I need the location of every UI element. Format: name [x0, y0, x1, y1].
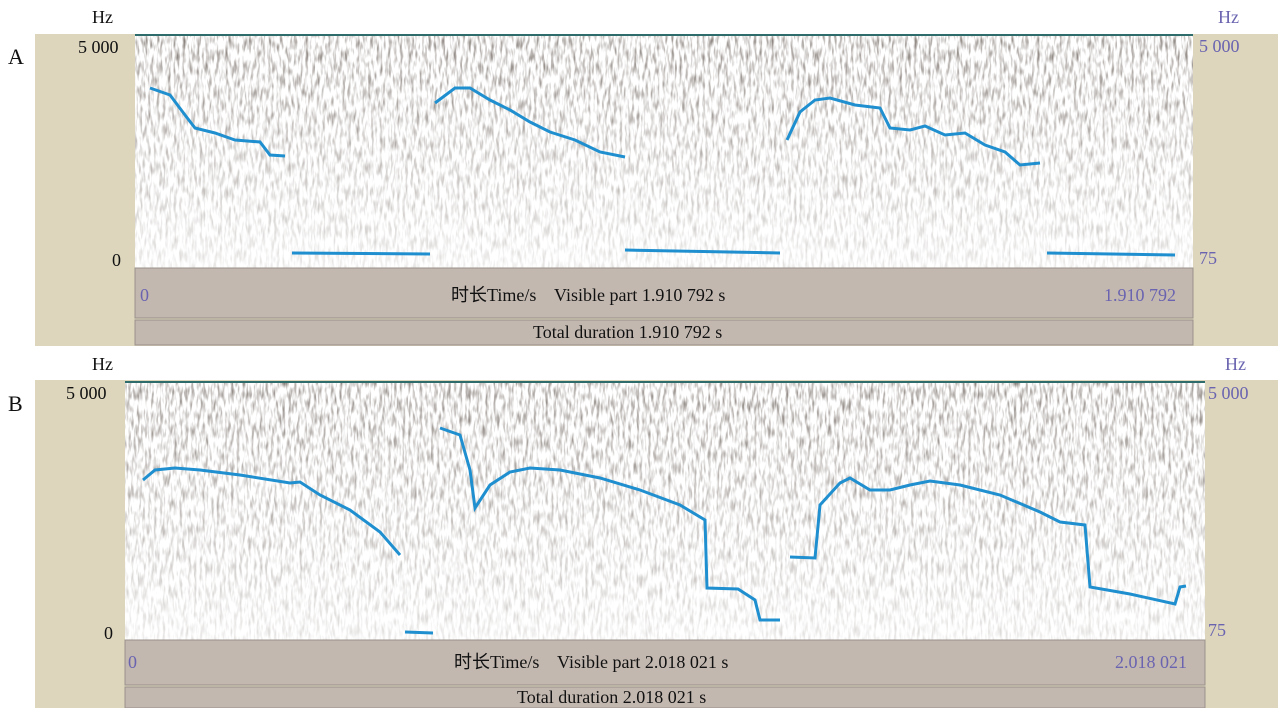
panel-label: B [8, 391, 23, 416]
time-bar [124, 639, 1206, 686]
axis-unit: Hz [92, 354, 113, 374]
axis-top: 5 000 [66, 383, 107, 403]
time-end: 2.018 021 [1115, 652, 1187, 672]
time-caption: 时长Time/s Visible part 2.018 021 s [454, 652, 729, 672]
axis-bottom: 75 [1208, 620, 1226, 640]
axis-bottom: 0 [112, 250, 121, 270]
total-bar [124, 686, 1206, 708]
time-start: 0 [140, 285, 149, 305]
axis-bottom: 0 [104, 623, 113, 643]
fade [125, 382, 1205, 640]
pitch-contour [149, 86, 1176, 257]
axis-unit: Hz [1218, 7, 1239, 27]
axis-top: 5 000 [1199, 36, 1240, 56]
pitch-contour [142, 426, 1187, 635]
total-duration: Total duration 2.018 021 s [517, 687, 707, 707]
axis-unit: Hz [1225, 354, 1246, 374]
axis-unit: Hz [92, 7, 113, 27]
axis-top: 5 000 [78, 37, 119, 57]
axis-bottom: 75 [1199, 248, 1217, 268]
axis-top: 5 000 [1208, 383, 1249, 403]
total-bar [134, 319, 1194, 346]
time-start: 0 [128, 652, 137, 672]
total-duration: Total duration 1.910 792 s [533, 322, 723, 342]
time-end: 1.910 792 [1104, 285, 1176, 305]
time-caption: 时长Time/s Visible part 1.910 792 s [451, 285, 726, 305]
fade [135, 35, 1193, 268]
panel-label: A [8, 44, 24, 69]
time-bar [134, 267, 1194, 319]
